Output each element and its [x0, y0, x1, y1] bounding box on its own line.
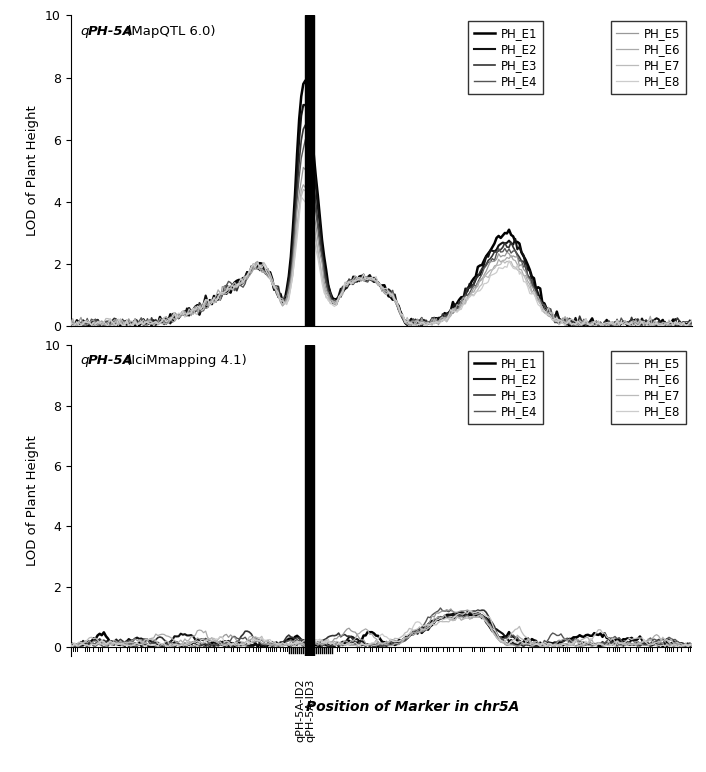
Text: qPH-5A-ID3: qPH-5A-ID3 — [306, 679, 316, 742]
Legend: PH_E5, PH_E6, PH_E7, PH_E8: PH_E5, PH_E6, PH_E7, PH_E8 — [611, 351, 686, 424]
Y-axis label: LOD of Plant Height: LOD of Plant Height — [26, 435, 40, 566]
Text: Position of Marker in chr5A: Position of Marker in chr5A — [306, 699, 519, 714]
Text: (IciMmapping 4.1): (IciMmapping 4.1) — [121, 354, 246, 367]
Text: PH-5A: PH-5A — [88, 354, 133, 367]
Text: q: q — [80, 354, 88, 367]
Text: (MapQTL 6.0): (MapQTL 6.0) — [121, 25, 215, 38]
Text: qPH-5A-ID2: qPH-5A-ID2 — [295, 679, 306, 743]
Text: q: q — [80, 25, 88, 38]
Bar — [306, 15, 313, 327]
Legend: PH_E5, PH_E6, PH_E7, PH_E8: PH_E5, PH_E6, PH_E7, PH_E8 — [611, 22, 686, 94]
Y-axis label: LOD of Plant Height: LOD of Plant Height — [26, 106, 40, 236]
Text: PH-5A: PH-5A — [88, 25, 133, 38]
Bar — [306, 345, 313, 656]
